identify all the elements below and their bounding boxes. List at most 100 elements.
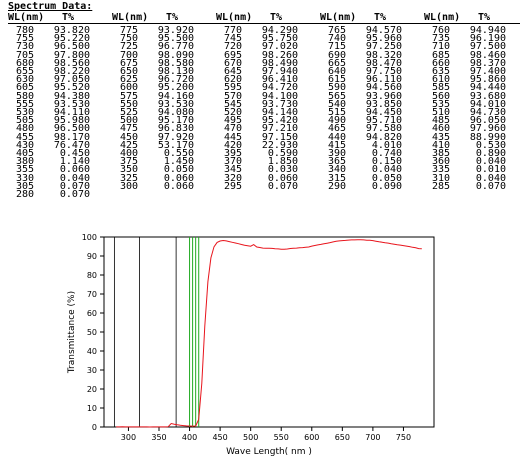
x-tick-label: 450 <box>212 433 227 442</box>
x-tick-label: 750 <box>396 433 411 442</box>
wavelength-cell: 345 <box>223 164 242 176</box>
x-tick-label: 500 <box>243 433 258 442</box>
transmittance-cell: 0.060 <box>59 164 90 176</box>
transmittance-cell: 94.570 <box>365 25 402 36</box>
transmittance-cell: 94.380 <box>53 90 90 102</box>
transmittance-cell: 0.040 <box>475 156 506 168</box>
y-tick-label: 90 <box>87 252 97 261</box>
transmittance-cell: 95.980 <box>53 115 90 127</box>
wavelength-cell: 355 <box>15 164 34 176</box>
x-tick-label: 600 <box>304 433 319 442</box>
y-tick-label: 70 <box>87 290 97 299</box>
transmittance-cell: 94.100 <box>261 90 298 102</box>
wavelength-cell: 330 <box>15 172 34 184</box>
wavelength-cell: 440 <box>327 131 346 143</box>
transmittance-cell: 95.220 <box>53 33 90 45</box>
x-axis-label: Wave Length( nm ) <box>226 447 312 457</box>
wavelength-cell: 410 <box>431 139 450 151</box>
wavelength-cell: 695 <box>223 49 242 61</box>
transmittance-cell: 94.290 <box>261 25 298 36</box>
wavelength-cell: 530 <box>15 107 34 118</box>
wavelength-cell: 565 <box>327 90 346 102</box>
wavelength-cell: 455 <box>15 131 34 143</box>
transmittance-cell: 93.680 <box>469 90 506 102</box>
wavelength-cell: 750 <box>119 33 138 45</box>
x-tick-label: 550 <box>274 433 289 442</box>
transmittance-cell: 98.090 <box>157 49 194 61</box>
column-header-transmittance: T% <box>165 12 179 23</box>
x-tick-label: 400 <box>182 433 197 442</box>
transmittance-cell: 97.150 <box>261 131 298 143</box>
wavelength-cell: 700 <box>119 49 138 61</box>
transmittance-cell: 1.140 <box>59 156 90 168</box>
transmittance-cell: 0.890 <box>475 148 506 159</box>
transmittance-cell: 96.050 <box>469 115 506 127</box>
transmittance-cell: 95.200 <box>157 82 194 94</box>
transmittance-cell: 94.820 <box>365 131 402 143</box>
wavelength-cell: 755 <box>15 33 34 45</box>
wavelength-cell: 715 <box>327 41 346 53</box>
wavelength-cell: 300 <box>119 180 138 192</box>
transmittance-line <box>116 239 422 428</box>
y-tick-label: 50 <box>87 328 97 337</box>
wavelength-cell: 685 <box>431 49 450 61</box>
transmittance-cell: 93.850 <box>365 98 402 110</box>
wavelength-cell: 325 <box>119 172 138 184</box>
transmittance-cell: 0.010 <box>475 164 506 176</box>
transmittance-cell: 98.260 <box>261 49 298 61</box>
transmittance-cell: 0.530 <box>475 139 506 151</box>
wavelength-cell: 655 <box>15 66 34 77</box>
y-tick-label: 100 <box>82 233 97 242</box>
transmittance-cell: 0.060 <box>163 180 194 192</box>
wavelength-cell: 365 <box>327 156 346 168</box>
transmittance-cell: 95.500 <box>157 33 194 45</box>
transmittance-cell: 97.210 <box>261 123 298 135</box>
transmittance-cell: 0.550 <box>163 148 194 159</box>
y-tick-label: 0 <box>92 423 97 432</box>
wavelength-cell: 520 <box>223 107 242 118</box>
wavelength-cell: 570 <box>223 90 242 102</box>
column-header-wavelength: WL(nm) <box>216 12 253 23</box>
transmittance-cell: 98.490 <box>261 57 298 69</box>
wavelength-cell: 690 <box>327 49 346 61</box>
transmittance-cell: 98.320 <box>365 49 402 61</box>
wavelength-cell: 675 <box>119 57 138 69</box>
transmittance-cell: 98.170 <box>53 131 90 143</box>
transmittance-cell: 98.130 <box>157 66 194 77</box>
x-tick-label: 650 <box>335 433 350 442</box>
y-tick-label: 40 <box>87 347 97 356</box>
chart-axes: 0 10 20 30 40 50 60 70 80 90 100 300 350 400 450 500 550… <box>82 233 435 442</box>
column-header-wavelength: WL(nm) <box>112 12 149 23</box>
transmittance-cell: 0.070 <box>59 189 90 200</box>
wavelength-cell: 600 <box>119 82 138 94</box>
wavelength-cell: 395 <box>223 148 242 159</box>
wavelength-cell: 335 <box>431 164 450 176</box>
y-tick-label: 20 <box>87 385 97 394</box>
wavelength-cell: 430 <box>15 139 34 151</box>
wavelength-cell: 660 <box>431 57 450 69</box>
transmittance-cell: 94.160 <box>157 90 194 102</box>
column-header-transmittance: T% <box>269 12 283 23</box>
transmittance-cell: 0.070 <box>475 180 506 192</box>
transmittance-cell: 97.250 <box>365 41 402 53</box>
transmittance-cell: 97.800 <box>53 49 90 61</box>
x-tick-label: 300 <box>121 433 136 442</box>
wavelength-cell: 630 <box>15 74 34 86</box>
column-header-transmittance: T% <box>373 12 387 23</box>
transmittance-cell: 94.450 <box>365 107 402 118</box>
wavelength-cell: 615 <box>327 74 346 86</box>
transmittance-cell: 96.500 <box>53 41 90 53</box>
wavelength-cell: 765 <box>327 25 346 36</box>
wavelength-cell: 745 <box>223 33 242 45</box>
transmittance-cell: 96.500 <box>53 123 90 135</box>
wavelength-cell: 625 <box>119 74 138 86</box>
wavelength-markers <box>113 237 200 427</box>
wavelength-cell: 485 <box>431 115 450 127</box>
wavelength-cell: 540 <box>327 98 346 110</box>
transmittance-cell: 0.030 <box>267 164 298 176</box>
wavelength-cell: 470 <box>223 123 242 135</box>
wavelength-cell: 505 <box>15 115 34 127</box>
wavelength-cell: 285 <box>431 180 450 192</box>
wavelength-cell: 415 <box>327 139 346 151</box>
wavelength-cell: 510 <box>431 107 450 118</box>
